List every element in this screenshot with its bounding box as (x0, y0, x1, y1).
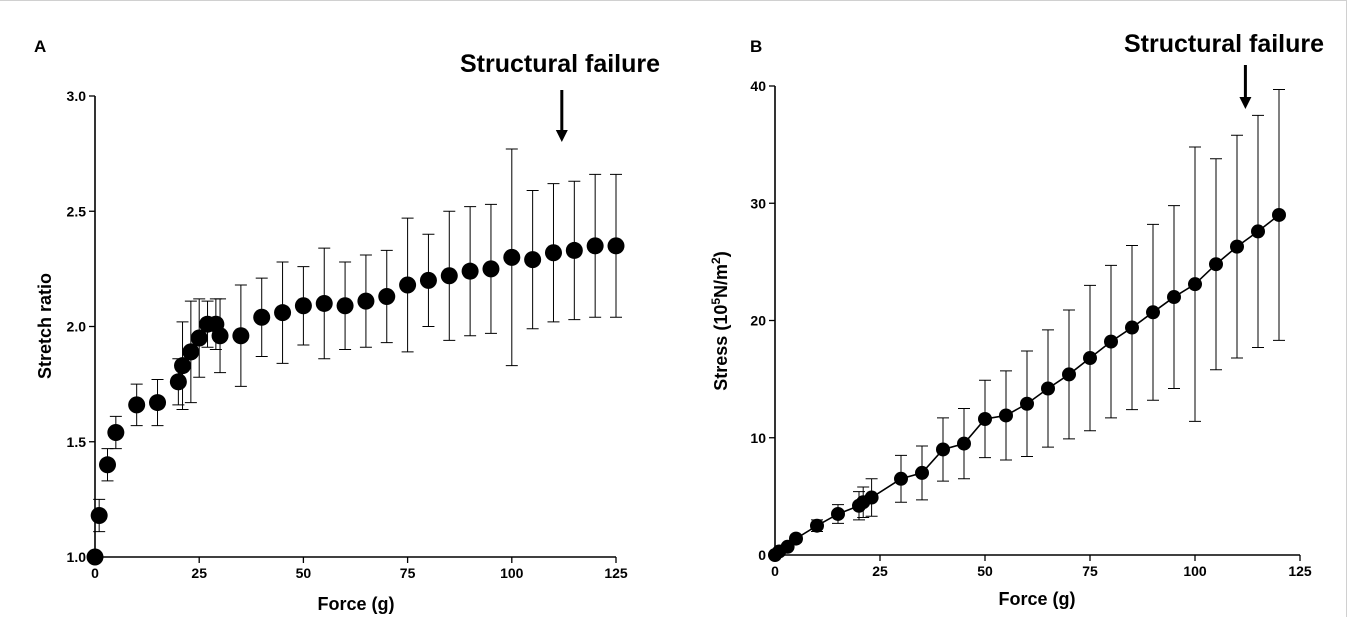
panel-b-y-tick-label: 10 (750, 430, 766, 446)
panel-a-data-point (174, 357, 192, 375)
panel-b-y-tick-label: 0 (758, 547, 766, 563)
panel-a-data-point (524, 251, 542, 269)
panel-a-data-point (86, 548, 104, 566)
panel-b-chart: B Structural failure Stress (105N/m2) Fo… (709, 30, 1324, 609)
panel-a-data-point (357, 292, 375, 310)
panel-a-data-point (99, 456, 117, 474)
panel-b-data-point (894, 471, 908, 486)
panel-b-data-point (1146, 305, 1160, 320)
panel-a-x-tick-label: 25 (191, 565, 207, 581)
panel-a-data-point (503, 248, 521, 266)
panel-b-data-point (1062, 367, 1076, 382)
panel-a-y-tick-label: 2.5 (67, 203, 87, 219)
panel-b-x-tick-label: 0 (771, 563, 779, 579)
panel-a-axes: 0 25 50 75 100 125 1.0 1.5 2.0 2.5 3.0 (67, 88, 628, 581)
panel-a-x-axis-title: Force (g) (317, 594, 394, 614)
panel-a-data-point (399, 276, 417, 294)
panel-a-x-tick-label: 50 (296, 565, 312, 581)
panel-a-data-point (253, 308, 271, 326)
panel-a-data-point (440, 267, 458, 285)
panel-a-annotation-arrow (555, 90, 568, 142)
panel-a-data-point (169, 373, 187, 391)
panel-b-label: B (750, 37, 762, 56)
panel-b-data-point (789, 531, 803, 546)
panel-a-data-point (607, 237, 625, 255)
panel-b-data-point (1041, 381, 1055, 396)
panel-a-data-point (482, 260, 500, 278)
panel-a-chart: A Structural failure Stretch ratio Force… (34, 37, 660, 614)
panel-b-points (768, 207, 1286, 562)
panel-a-points (86, 237, 625, 566)
panel-b-data-point (999, 408, 1013, 423)
panel-a-data-point (378, 288, 396, 306)
panel-b-data-point (1167, 290, 1181, 305)
panel-b-annotation: Structural failure (1124, 30, 1324, 58)
panel-b-data-point (1230, 239, 1244, 254)
panel-a-data-point (544, 244, 562, 262)
panel-a-error-bars (93, 148, 622, 533)
panel-b-data-point (1083, 351, 1097, 366)
panel-b-x-axis-title: Force (g) (998, 589, 1075, 609)
panel-b-x-tick-label: 100 (1183, 563, 1207, 579)
panel-a-y-tick-label: 1.5 (67, 434, 87, 450)
panel-a-data-point (294, 297, 312, 315)
panel-b-arrow-head (1239, 97, 1252, 109)
panel-a-x-tick-label: 125 (604, 565, 628, 581)
panel-a-y-tick-label: 1.0 (67, 549, 87, 565)
panel-b-data-point (1209, 257, 1223, 272)
panel-a-data-point (190, 329, 208, 347)
panel-a-data-point (107, 424, 125, 442)
panel-b-annotation-arrow (1239, 65, 1252, 109)
panel-a-y-tick-label: 3.0 (67, 88, 87, 104)
panel-b-data-point (1188, 277, 1202, 292)
panel-a-data-point (182, 343, 200, 361)
panel-a-data-point (461, 262, 479, 280)
panel-b-data-point (978, 411, 992, 426)
panel-b-data-point (1125, 320, 1139, 335)
panel-a-data-point (274, 304, 292, 322)
panel-a-data-point (211, 327, 229, 345)
panel-b-series-line (774, 214, 1280, 556)
panel-b-data-point (1020, 396, 1034, 411)
panel-a-data-point (232, 327, 250, 345)
panel-a-data-point (336, 297, 354, 315)
panel-a-arrow-head (555, 130, 568, 142)
panel-b-x-tick-label: 125 (1288, 563, 1312, 579)
panel-b-data-point (1104, 334, 1118, 349)
panel-a-data-point (586, 237, 604, 255)
panel-b-data-point (810, 518, 824, 533)
panel-b-data-point (831, 506, 845, 521)
panel-b-x-tick-label: 50 (977, 563, 993, 579)
panel-b-data-point (1251, 224, 1265, 239)
panel-a-y-axis-title: Stretch ratio (35, 273, 55, 379)
panel-b-y-axis-title: Stress (105N/m2) (709, 251, 731, 390)
panel-b-y-tick-label: 20 (750, 313, 766, 329)
panel-a-y-tick-label: 2.0 (67, 319, 87, 335)
panel-b-data-point (936, 442, 950, 457)
panel-a-x-tick-label: 100 (500, 565, 524, 581)
panel-b-y-tick-label: 30 (750, 195, 766, 211)
panel-b-data-point (957, 436, 971, 451)
panel-a-annotation: Structural failure (460, 50, 660, 78)
panel-a-x-tick-label: 75 (400, 565, 416, 581)
panel-a-data-point (565, 241, 583, 259)
panel-b-error-bars (790, 89, 1285, 543)
panel-a-x-tick-label: 0 (91, 565, 99, 581)
panel-a-data-point (128, 396, 146, 414)
panel-b-x-tick-label: 25 (872, 563, 888, 579)
panel-b-data-point (915, 465, 929, 480)
panel-b-data-point (864, 490, 879, 505)
panel-a-data-point (149, 394, 167, 412)
panel-a-data-point (419, 271, 437, 289)
panel-b-axes: 0 25 50 75 100 125 0 10 20 30 40 (750, 78, 1311, 579)
panel-b-series-line-path (774, 214, 1280, 556)
panel-a-label: A (34, 37, 46, 56)
panel-a-data-point (90, 507, 108, 525)
panel-b-x-tick-label: 75 (1082, 563, 1098, 579)
panel-b-data-point (1272, 207, 1286, 222)
panel-b-y-tick-label: 40 (750, 78, 766, 94)
panel-a-data-point (315, 294, 333, 312)
